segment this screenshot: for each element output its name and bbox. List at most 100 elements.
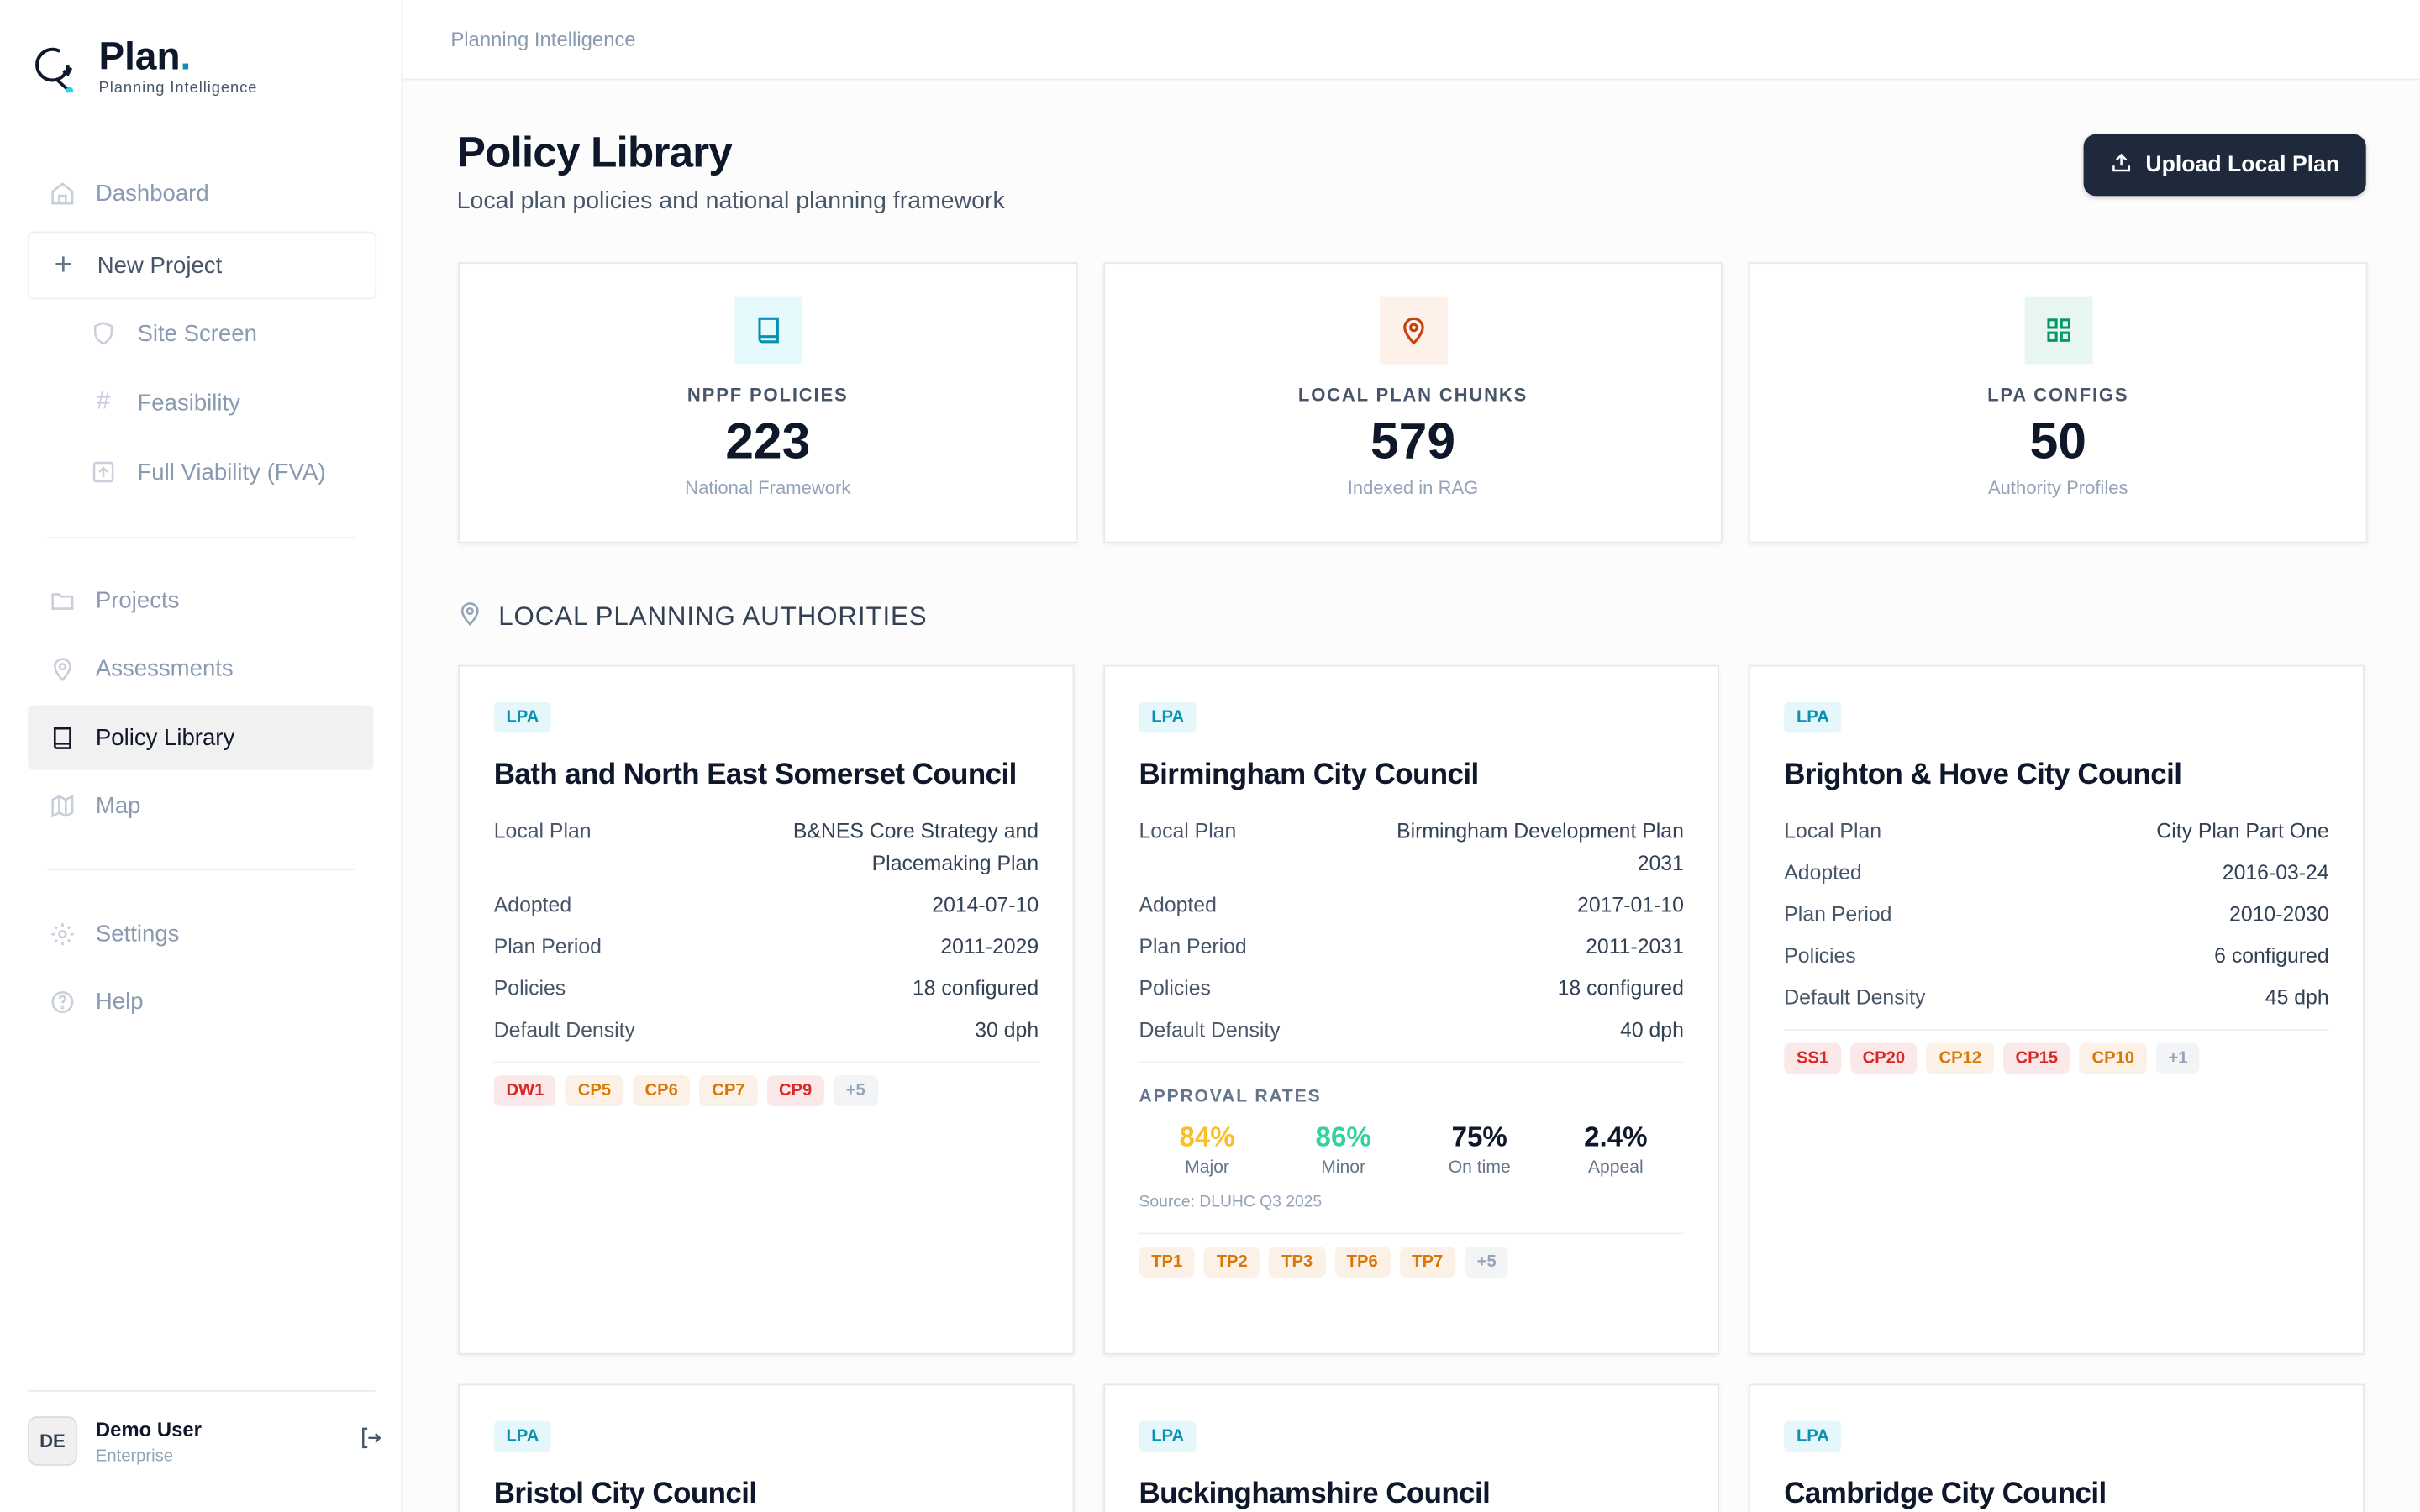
map-pin-icon bbox=[457, 600, 483, 633]
approval-value: 2.4% bbox=[1584, 1121, 1648, 1153]
approval-value: 84% bbox=[1179, 1121, 1235, 1153]
policy-tag[interactable]: +5 bbox=[833, 1075, 878, 1106]
detail-value: City Plan Part One bbox=[2156, 819, 2329, 843]
policy-tag[interactable]: CP7 bbox=[699, 1075, 758, 1106]
approval-value: 86% bbox=[1315, 1121, 1371, 1153]
policy-tag[interactable]: TP3 bbox=[1269, 1247, 1325, 1278]
detail-row: Plan Period 2011-2031 bbox=[1139, 931, 1684, 963]
user-tier: Enterprise bbox=[95, 1446, 173, 1465]
sidebar-item-label: Policy Library bbox=[95, 724, 235, 751]
policy-tag[interactable]: TP1 bbox=[1139, 1247, 1195, 1278]
avatar: DE bbox=[28, 1416, 77, 1466]
lpa-card[interactable]: LPA Brighton & Hove City Council Local Pl… bbox=[1749, 664, 2365, 1355]
lpa-name: Bristol City Council bbox=[493, 1478, 757, 1511]
stat-card: NPPF POLICIES 223 National Framework bbox=[458, 262, 1078, 543]
detail-value: 40 dph bbox=[1620, 1018, 1684, 1042]
sidebar-item-label: Settings bbox=[95, 920, 180, 947]
sidebar-item-policy-library[interactable]: Policy Library bbox=[28, 705, 374, 770]
lpa-card[interactable]: LPA Bristol City Council bbox=[458, 1383, 1075, 1512]
policy-tag[interactable]: TP7 bbox=[1399, 1247, 1455, 1278]
sidebar-item-label: Site Screen bbox=[137, 320, 257, 347]
sidebar-item-help[interactable]: Help bbox=[28, 969, 373, 1033]
sidebar-item-assessments[interactable]: Assessments bbox=[28, 636, 373, 701]
stat-value: 223 bbox=[725, 412, 811, 470]
sidebar-item-label: Map bbox=[95, 792, 141, 819]
divider bbox=[1784, 1029, 2329, 1031]
sidebar-item-label: Full Viability (FVA) bbox=[137, 459, 326, 486]
policy-tag[interactable]: CP9 bbox=[766, 1075, 824, 1106]
policy-tag[interactable]: CP5 bbox=[566, 1075, 623, 1106]
detail-row: Default Density 45 dph bbox=[1784, 981, 2328, 1014]
book-icon bbox=[734, 296, 802, 365]
policy-tag[interactable]: CP6 bbox=[632, 1075, 691, 1106]
section-title: LOCAL PLANNING AUTHORITIES bbox=[498, 601, 928, 632]
stat-label: NPPF POLICIES bbox=[687, 384, 849, 407]
gear-icon bbox=[48, 920, 76, 948]
lpa-name: Bath and North East Somerset Council bbox=[493, 759, 1018, 792]
policy-tags: SS1 CP20 CP12 CP15 CP10 +1 bbox=[1784, 1042, 2328, 1074]
policy-tag[interactable]: CP10 bbox=[2079, 1042, 2147, 1074]
logo[interactable]: Plan. Planning Intelligence bbox=[34, 37, 257, 100]
divider bbox=[493, 1061, 1039, 1063]
home-icon bbox=[48, 179, 76, 207]
detail-value: 2010-2030 bbox=[2229, 902, 2329, 927]
detail-row: Default Density 30 dph bbox=[494, 1014, 1039, 1047]
detail-label: Plan Period bbox=[1784, 902, 1892, 927]
detail-row: Policies 6 configured bbox=[1784, 940, 2328, 973]
page-subtitle: Local plan policies and national plannin… bbox=[456, 188, 1005, 215]
policy-tag[interactable]: SS1 bbox=[1784, 1042, 1841, 1074]
approval-stat: 75% On time bbox=[1412, 1121, 1548, 1177]
stat-value: 579 bbox=[1370, 412, 1456, 470]
divider bbox=[1139, 1061, 1684, 1063]
sidebar-item-feasibility[interactable]: # Feasibility bbox=[28, 370, 373, 435]
lpa-badge: LPA bbox=[493, 1420, 552, 1452]
top-bar: Planning Intelligence bbox=[402, 0, 2420, 81]
sidebar-item-full-viability[interactable]: Full Viability (FVA) bbox=[28, 439, 373, 504]
new-project-button[interactable]: + New Project bbox=[28, 231, 377, 300]
sidebar: Plan. Planning Intelligence Dashboard + … bbox=[0, 0, 403, 1512]
sidebar-item-label: New Project bbox=[97, 252, 223, 279]
policy-tag[interactable]: DW1 bbox=[493, 1075, 557, 1106]
shield-icon bbox=[90, 319, 118, 347]
sidebar-item-map[interactable]: Map bbox=[28, 773, 373, 837]
policy-tag[interactable]: CP12 bbox=[1926, 1042, 1994, 1074]
sidebar-item-settings[interactable]: Settings bbox=[28, 901, 373, 966]
detail-label: Default Density bbox=[1139, 1018, 1281, 1042]
user-profile[interactable]: DE Demo User Enterprise bbox=[28, 1416, 382, 1466]
sidebar-item-label: Projects bbox=[95, 586, 180, 614]
lpa-card[interactable]: LPA Buckinghamshire Council bbox=[1103, 1383, 1720, 1512]
detail-row: Adopted 2017-01-10 bbox=[1139, 889, 1684, 921]
lpa-name: Brighton & Hove City Council bbox=[1784, 759, 2182, 792]
detail-label: Policies bbox=[1139, 976, 1211, 1000]
detail-label: Local Plan bbox=[493, 819, 592, 843]
logout-icon[interactable] bbox=[358, 1425, 382, 1457]
lpa-card[interactable]: LPA Bath and North East Somerset Council… bbox=[458, 664, 1075, 1355]
logo-icon bbox=[34, 37, 76, 100]
sidebar-item-projects[interactable]: Projects bbox=[28, 568, 373, 633]
policy-tag[interactable]: TP6 bbox=[1334, 1247, 1391, 1278]
policy-tag[interactable]: TP2 bbox=[1203, 1247, 1260, 1278]
detail-row: Local Plan B&NES Core Strategy and Placem… bbox=[494, 815, 1039, 879]
sidebar-item-label: Help bbox=[95, 988, 144, 1015]
sidebar-item-dashboard[interactable]: Dashboard bbox=[28, 160, 373, 225]
detail-value: 2014-07-10 bbox=[932, 893, 1039, 917]
detail-value: 2017-01-10 bbox=[1577, 893, 1684, 917]
lpa-card[interactable]: LPA Birmingham City Council Local Plan Bir… bbox=[1103, 664, 1720, 1355]
sidebar-item-label: Feasibility bbox=[137, 389, 240, 417]
approval-stat: 2.4% Appeal bbox=[1548, 1121, 1684, 1177]
policy-tag[interactable]: +1 bbox=[2155, 1042, 2201, 1074]
upload-local-plan-button[interactable]: Upload Local Plan bbox=[2083, 134, 2366, 197]
map-pin-icon bbox=[48, 654, 76, 682]
sidebar-divider bbox=[46, 869, 355, 870]
policy-tag[interactable]: +5 bbox=[1464, 1247, 1509, 1278]
detail-value: 2011-2029 bbox=[940, 935, 1039, 958]
detail-row: Local Plan Birmingham Development Plan 20… bbox=[1139, 815, 1684, 879]
policy-tag[interactable]: CP15 bbox=[2002, 1042, 2070, 1074]
lpa-card[interactable]: LPA Cambridge City Council bbox=[1749, 1383, 2365, 1512]
policy-tag[interactable]: CP20 bbox=[1849, 1042, 1918, 1074]
approval-label: Appeal bbox=[1587, 1158, 1644, 1178]
sidebar-item-site-screen[interactable]: Site Screen bbox=[28, 301, 373, 365]
plus-icon: + bbox=[54, 247, 73, 282]
detail-label: Adopted bbox=[1139, 893, 1217, 917]
